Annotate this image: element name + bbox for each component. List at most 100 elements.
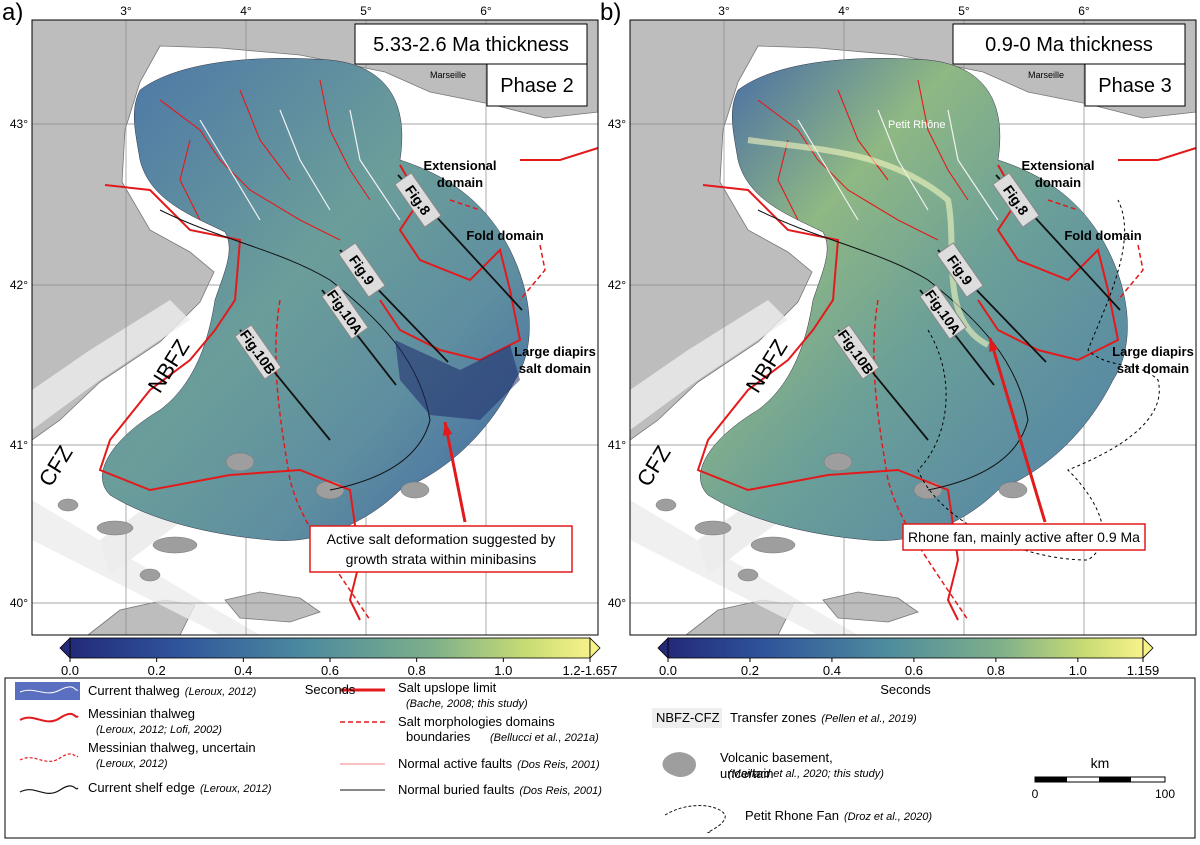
colorbar-b (657, 637, 1154, 659)
legend-item: Current thalweg (Leroux, 2012) (88, 683, 257, 698)
legend-label: Messinian thalweg (88, 706, 195, 721)
place-label: Marseille (430, 70, 466, 80)
lat-label: 41° (608, 438, 626, 452)
panel-b (629, 19, 1197, 636)
legend-item: Salt morphologies domains boundaries (398, 714, 555, 744)
panel-label: a) (2, 0, 23, 26)
profile-tag-box (992, 172, 1040, 228)
domain-label: domain (1035, 175, 1081, 190)
legend-item: Current shelf edge (Leroux, 2012) (88, 780, 272, 795)
domain-label: Fold domain (466, 228, 543, 243)
legend (4, 677, 1196, 839)
legend-label: Current shelf edge (88, 780, 195, 795)
place-label: Marseille (1028, 70, 1064, 80)
colorbar-tick-label: 0.8 (408, 663, 426, 678)
colorbar-label: Seconds (305, 682, 356, 697)
scale-label: 100 (1155, 787, 1175, 801)
legend-source: (Bache, 2008; this study) (406, 698, 528, 710)
lat-label: 42° (10, 278, 28, 292)
legend-item: Normal active faults (Dos Reis, 2001) (398, 756, 600, 771)
legend-source: (Bellucci et al., 2021a) (490, 732, 599, 744)
lat-label: 43° (10, 117, 28, 131)
lon-label: 6° (480, 4, 492, 18)
colorbar-tick-label: 1.0 (494, 663, 512, 678)
profile-tag-box (394, 172, 442, 228)
colorbar-label: Seconds (880, 682, 931, 697)
legend-source: (Leroux, 2012) (96, 758, 168, 770)
colorbar-tick-label: 0.4 (823, 663, 841, 678)
lon-label: 4° (240, 4, 252, 18)
colorbar-tick-label: 0.6 (905, 663, 923, 678)
legend-label: Current thalweg (88, 683, 180, 698)
legend-label: Messinian thalweg, uncertain (88, 740, 256, 755)
legend-label: uncertain (720, 766, 773, 781)
petit-rhone-fan (917, 199, 1160, 561)
callout-arrowhead (989, 338, 999, 352)
legend-source: (Dos Reis, 2001) (519, 785, 602, 797)
profile-tag-box (234, 324, 282, 380)
domain-label: Extensional (1022, 158, 1095, 173)
legend-label: Normal active faults (398, 756, 513, 771)
legend-item: Messinian thalweg, uncertain (Leroux, 201… (88, 740, 256, 770)
colorbar-tick-label: 1.159 (1127, 663, 1160, 678)
panel-title: 0.9-0 Ma thickness (985, 34, 1153, 56)
lon-label: 5° (958, 4, 970, 18)
panel-a (31, 19, 599, 636)
colorbar-tick-label: 0.2 (741, 663, 759, 678)
lat-label: 40° (10, 596, 28, 610)
lon-label: 6° (1078, 4, 1090, 18)
domain-label: domain (437, 175, 483, 190)
lon-label: 4° (838, 4, 850, 18)
phase-label-box (486, 63, 588, 107)
legend-source: (Leroux, 2012) (200, 783, 272, 795)
legend-source: (Pellen et al., 2019) (821, 713, 917, 725)
lat-label: 43° (608, 117, 626, 131)
legend-label: Salt upslope limit (398, 680, 497, 695)
colorbar-tick-label: 0.6 (321, 663, 339, 678)
legend-source: (Leroux, 2012; Lofi, 2002) (96, 724, 222, 736)
legend-label: Salt morphologies domains (398, 714, 555, 729)
legend-item: Petit Rhone Fan (Droz et al., 2020) (745, 808, 932, 823)
legend-label: Transfer zones (730, 710, 817, 725)
legend-source: (Maillard et al., 2020; this study) (728, 768, 884, 780)
colorbar-tick-label: 1.2-1.657 (563, 663, 618, 678)
legend-label: Volcanic basement, (720, 750, 833, 765)
panel-title-box (952, 23, 1186, 65)
callout-arrow (443, 421, 467, 523)
domain-label: Large diapirs (1112, 344, 1194, 359)
lat-label: 40° (608, 596, 626, 610)
lat-label: 42° (608, 278, 626, 292)
legend-item: Volcanic basement, (Maillard et al., 2020… (720, 750, 884, 780)
callout-box (902, 523, 1146, 551)
domain-label: salt domain (519, 361, 591, 376)
panel-title: 5.33-2.6 Ma thickness (373, 34, 569, 56)
phase-label-box (1084, 63, 1186, 107)
panel-label: b) (600, 0, 621, 26)
legend-item: Transfer zones (Pellen et al., 2019) (730, 710, 917, 725)
legend-source: (Leroux, 2012) (185, 686, 257, 698)
callout-text: Rhone fan, mainly active after 0.9 Ma (908, 529, 1140, 545)
profile-tag-box (936, 242, 984, 298)
colorbar-tick-label: 0.2 (148, 663, 166, 678)
callout-box (309, 525, 573, 573)
legend-item: Normal buried faults (Dos Reis, 2001) (398, 782, 602, 797)
scale-label: 0 (1032, 787, 1039, 801)
legend-label: Normal buried faults (398, 782, 515, 797)
lat-label: 41° (10, 438, 28, 452)
colorbar-tick-label: 0.0 (659, 663, 677, 678)
legend-source: (Droz et al., 2020) (844, 811, 932, 823)
phase-label: Phase 3 (1098, 75, 1171, 97)
fan-high (747, 137, 990, 348)
callout-text: Active salt deformation suggested by (327, 531, 556, 547)
scale-unit: km (1091, 755, 1110, 771)
legend-item: Messinian thalweg (Leroux, 2012; Lofi, 20… (88, 706, 222, 736)
legend-item: Salt upslope limit (Bache, 2008; this stu… (398, 680, 528, 710)
colorbar-a (59, 637, 601, 659)
legend-source: boundaries (406, 729, 471, 744)
profile-tag-box (338, 242, 386, 298)
lon-label: 5° (360, 4, 372, 18)
legend-code: NBFZ-CFZ (656, 710, 720, 725)
domain-label: Extensional (424, 158, 497, 173)
legend-label: Petit Rhone Fan (745, 808, 839, 823)
